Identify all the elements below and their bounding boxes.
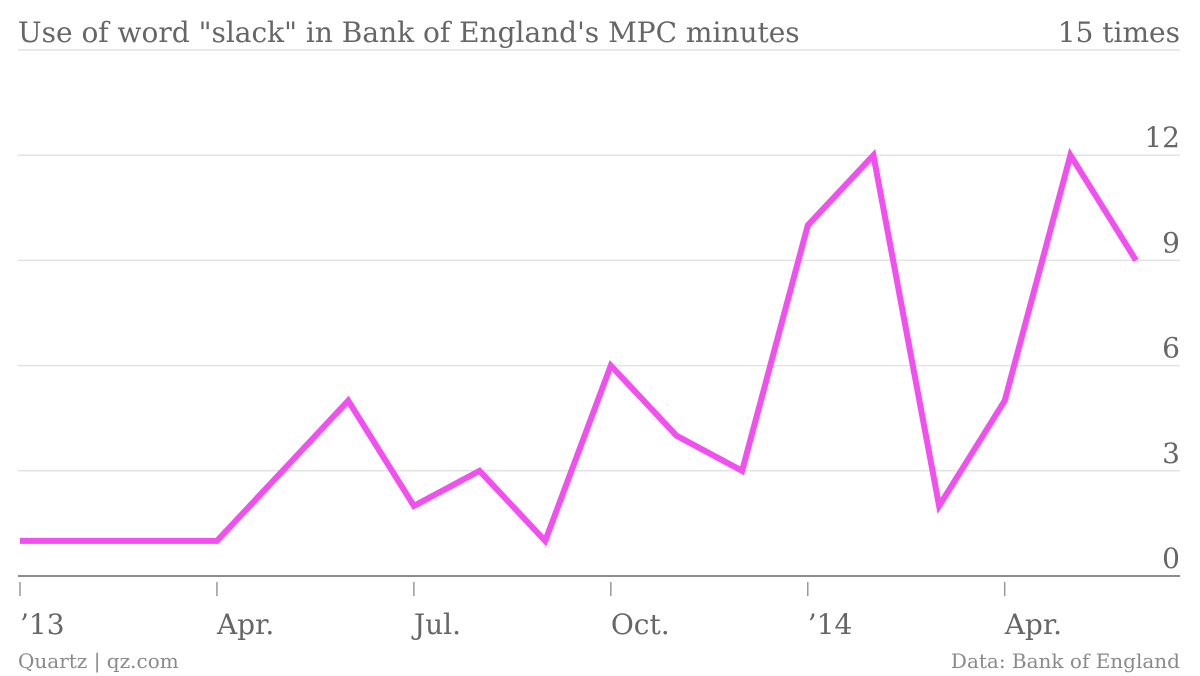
x-tick-label: ’13 [20, 608, 65, 641]
y-tick-label: 6 [1162, 332, 1180, 365]
y-axis-top-label: 15 times [1058, 16, 1180, 49]
x-tick-label: Apr. [216, 608, 274, 641]
y-tick-label: 12 [1144, 121, 1180, 154]
y-tick-label: 0 [1162, 542, 1180, 575]
x-tick-label: Apr. [1004, 608, 1062, 641]
series-line [20, 147, 1139, 547]
data-source: Data: Bank of England [951, 649, 1180, 673]
chart-title: Use of word "slack" in Bank of England's… [18, 16, 800, 49]
x-tick-label: Oct. [611, 608, 670, 641]
y-tick-label: 9 [1162, 226, 1180, 259]
x-tick-label: Jul. [411, 608, 461, 641]
y-axis: 0 3 6 9 12 [1144, 121, 1180, 575]
gridlines [18, 49, 1180, 577]
x-axis: ’13 Apr. Jul. Oct. ’14 Apr. [19, 582, 1062, 641]
series [20, 147, 1139, 547]
y-tick-label: 3 [1162, 437, 1180, 470]
source-credit: Quartz | qz.com [18, 649, 179, 674]
x-tick-label: ’14 [808, 608, 853, 641]
